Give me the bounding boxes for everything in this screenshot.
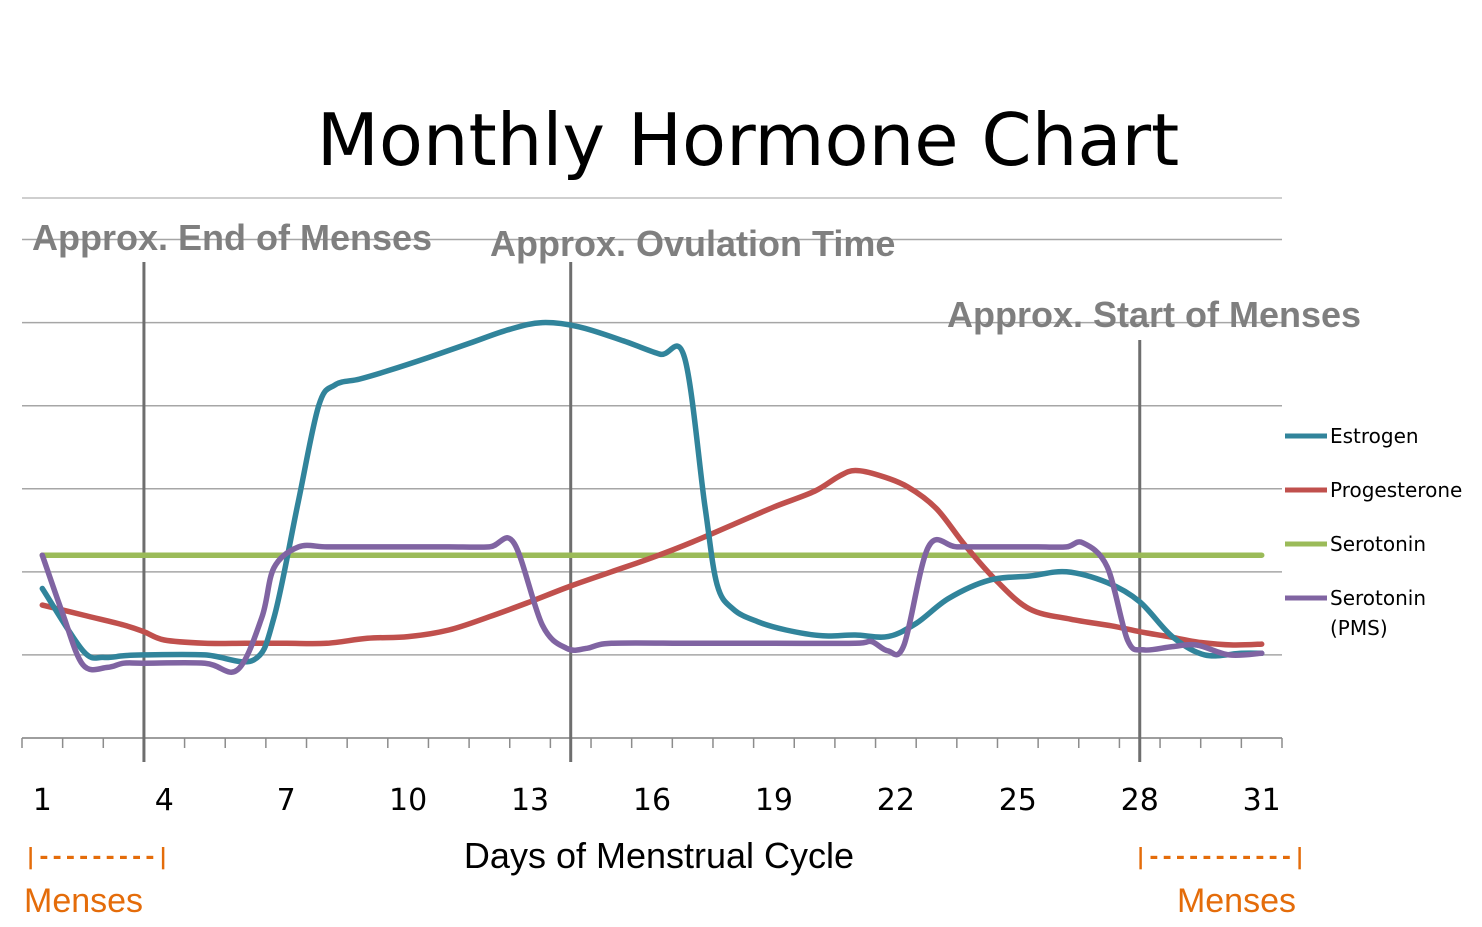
x-tick-label-1: 1 xyxy=(33,783,52,818)
series-line-serotonin-pms xyxy=(39,535,1265,675)
legend: Estrogen Progesterone Serotonin Serotonin (P… xyxy=(1285,424,1462,640)
legend-label-progesterone: Progesterone xyxy=(1330,478,1462,502)
annotation-ovulation-time: Approx. Ovulation Time xyxy=(490,223,895,264)
x-tick-label-7: 7 xyxy=(277,783,296,818)
annotation-start-of-menses: Approx. Start of Menses xyxy=(947,294,1361,335)
legend-label-estrogen: Estrogen xyxy=(1330,424,1419,448)
gridlines xyxy=(22,197,1282,739)
x-tick-label-16: 16 xyxy=(633,783,671,818)
x-tick-label-22: 22 xyxy=(877,783,915,818)
annotation-end-of-menses: Approx. End of Menses xyxy=(32,217,432,258)
x-axis-label: Days of Menstrual Cycle xyxy=(464,835,854,876)
x-tick-label-4: 4 xyxy=(155,783,174,818)
annotation-lines xyxy=(142,262,1142,762)
x-tick-label-25: 25 xyxy=(999,783,1037,818)
x-tick-label-19: 19 xyxy=(755,783,793,818)
x-tick-label-31: 31 xyxy=(1243,783,1281,818)
menses-label-left: Menses xyxy=(24,882,143,920)
series-lines xyxy=(39,319,1265,675)
menses-marker-left: |---------| xyxy=(24,845,170,870)
x-tick-label-10: 10 xyxy=(389,783,427,818)
x-tick-labels: 1 4 7 10 13 16 19 22 25 28 31 xyxy=(33,783,1281,818)
series-line-estrogen xyxy=(39,319,1265,665)
series-line-progesterone xyxy=(39,467,1265,648)
x-tick-label-28: 28 xyxy=(1121,783,1159,818)
legend-label-serotonin-pms: Serotonin (PMS) xyxy=(1330,586,1426,640)
chart-title: Monthly Hormone Chart xyxy=(317,98,1180,182)
menses-label-right: Menses xyxy=(1177,882,1296,920)
x-axis xyxy=(21,737,1283,748)
legend-label-serotonin: Serotonin xyxy=(1330,532,1426,556)
menses-marker-right: |-----------| xyxy=(1134,845,1306,870)
x-tick-label-13: 13 xyxy=(511,783,549,818)
